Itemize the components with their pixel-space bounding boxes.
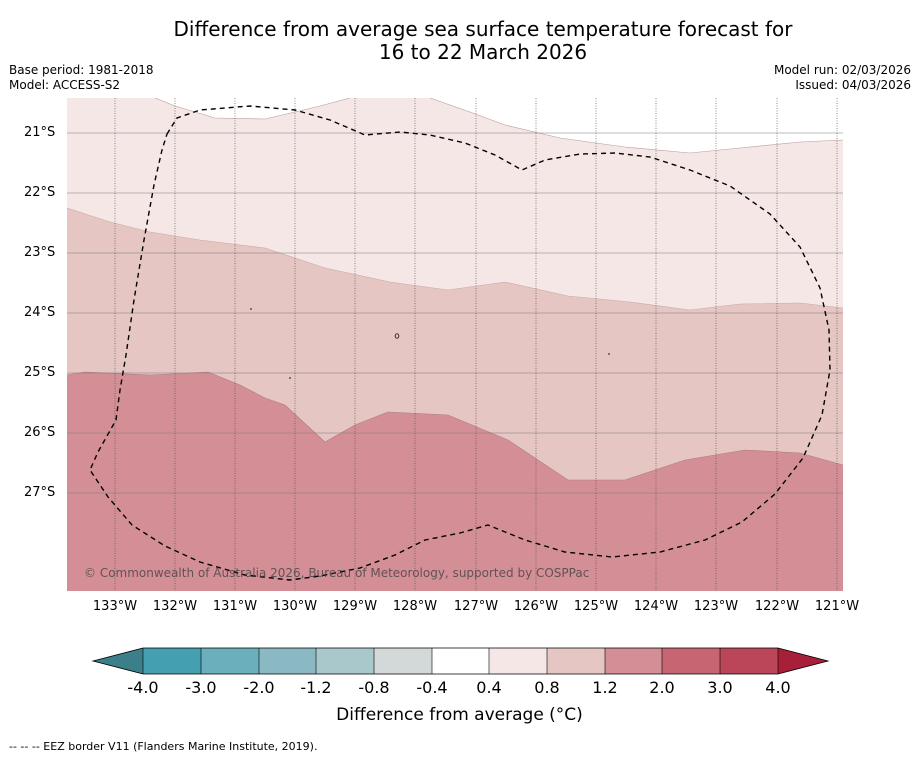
model-run: Model run: 02/03/2026 [773,63,911,77]
colorbar-tick-label: 4.0 [765,678,791,697]
islands [250,308,610,379]
lon-label: 130°W [272,599,318,614]
lat-label: 25°S [24,365,56,380]
colorbar-bin [374,648,432,674]
lon-label: 131°W [212,599,258,614]
meridians [114,98,838,591]
copyright-credit: © Commonwealth of Australia 2026, Bureau… [84,566,590,580]
band-below-0.4 [67,98,843,153]
contour-1.2 [67,371,843,481]
lon-label: 129°W [332,599,378,614]
base-period: Base period: 1981-2018 [9,63,154,77]
contour-0.8 [67,207,843,311]
lon-label: 123°W [693,599,739,614]
colorbar [91,647,830,675]
meta-right: Model run: 02/03/2026 Issued: 04/03/2026 [774,63,911,93]
lat-label: 22°S [24,185,56,200]
colorbar-under [93,648,143,674]
lat-label: 21°S [24,125,56,140]
title-line-2: 16 to 22 March 2026 [378,40,588,64]
graticule [67,132,843,494]
colorbar-tick-label: 0.4 [476,678,502,697]
colorbar-over [778,648,828,674]
island [250,308,252,310]
colorbar-tick-label: -0.8 [358,678,390,697]
lon-label: 124°W [633,599,679,614]
lon-label: 132°W [152,599,198,614]
lon-label: 126°W [513,599,559,614]
lat-label: 26°S [24,425,56,440]
colorbar-bin [143,648,201,674]
lat-label: 24°S [24,305,56,320]
colorbar-tick-label: -3.0 [185,678,217,697]
lon-label: 122°W [754,599,800,614]
colorbar-tick-label: -2.0 [243,678,275,697]
colorbar-bin [662,648,720,674]
eez-border [89,105,831,581]
band-1.2-2.0 [67,372,843,591]
colorbar-tick-label: -0.4 [416,678,448,697]
title-line-1: Difference from average sea surface temp… [173,17,793,41]
lon-label: 121°W [814,599,860,614]
colorbar-tick-label: -4.0 [127,678,159,697]
island [394,333,400,339]
colorbar-tick-label: 3.0 [707,678,733,697]
colorbar-bin [720,648,778,674]
eez-footnote: -- -- -- EEZ border V11 (Flanders Marine… [9,740,318,753]
island [608,353,610,355]
colorbar-bin [489,648,547,674]
colorbar-bin [605,648,662,674]
issued-date: Issued: 04/03/2026 [795,78,911,92]
lat-label: 27°S [24,485,56,500]
colorbar-bin [432,648,489,674]
meta-left: Base period: 1981-2018 Model: ACCESS-S2 [9,63,154,93]
colorbar-bin [259,648,316,674]
island [289,377,291,379]
colorbar-tick-label: -1.2 [300,678,332,697]
colorbar-bin [201,648,259,674]
lon-label: 125°W [573,599,619,614]
map-title: Difference from average sea surface temp… [0,18,919,64]
lon-label: 127°W [453,599,499,614]
colorbar-tick-label: 2.0 [649,678,675,697]
colorbar-tick-label: 0.8 [534,678,560,697]
map-area [67,98,843,591]
model-name: Model: ACCESS-S2 [9,78,121,92]
colorbar-tick-label: 1.2 [592,678,618,697]
lat-label: 23°S [24,245,56,260]
colorbar-title: Difference from average (°C) [336,705,583,725]
lon-label: 128°W [392,599,438,614]
colorbar-bin [547,648,605,674]
colorbar-bin [316,648,374,674]
lon-label: 133°W [92,599,138,614]
